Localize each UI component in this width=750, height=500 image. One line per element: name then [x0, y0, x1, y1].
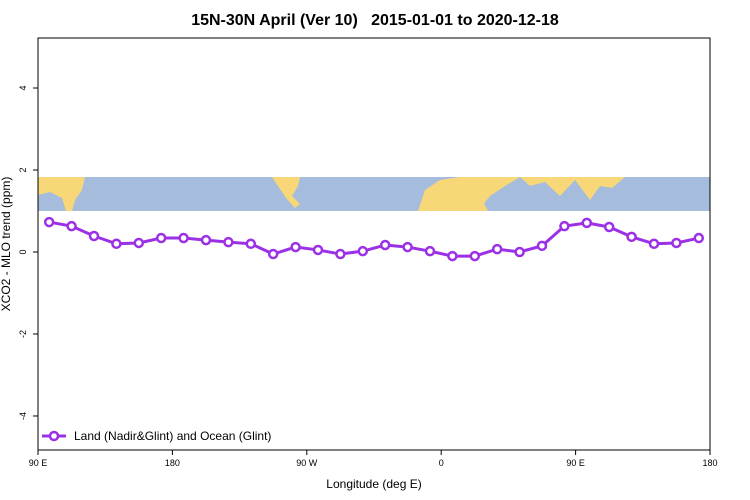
- data-point: [357, 245, 369, 257]
- map-band: [38, 177, 710, 211]
- chart-title: 15N-30N April (Ver 10) 2015-01-01 to 202…: [191, 12, 559, 29]
- data-point: [223, 236, 234, 248]
- data-point: [66, 220, 77, 232]
- data-point: [43, 216, 55, 228]
- data-point: [379, 239, 391, 251]
- series-line: [48, 220, 700, 258]
- data-point: [402, 241, 413, 253]
- data-point: [536, 240, 548, 252]
- data-point: [111, 238, 122, 250]
- data-point: [671, 237, 682, 249]
- data-point: [335, 248, 346, 260]
- x-axis-label: Longitude (deg E): [326, 477, 421, 491]
- data-point: [178, 232, 189, 244]
- y-tick-label: 4: [18, 86, 28, 91]
- data-point: [559, 220, 570, 232]
- data-point: [290, 241, 301, 253]
- data-point: [581, 217, 593, 229]
- x-tick-label: 90 E: [566, 458, 585, 468]
- data-point: [200, 234, 212, 246]
- data-point: [626, 231, 637, 243]
- data-point: [603, 221, 615, 233]
- data-point: [312, 244, 324, 256]
- data-point: [424, 245, 436, 257]
- data-point: [514, 246, 525, 258]
- x-tick-label: 90 W: [296, 458, 318, 468]
- data-point: [245, 238, 257, 250]
- x-tick-label: 180: [702, 458, 717, 468]
- legend-marker: [48, 430, 60, 442]
- data-point: [267, 248, 279, 260]
- y-tick-label: -2: [18, 330, 28, 338]
- data-point: [88, 230, 100, 242]
- x-tick-label: 0: [439, 458, 444, 468]
- data-point: [648, 238, 660, 250]
- data-point: [155, 232, 167, 244]
- x-tick-label: 90 E: [29, 458, 48, 468]
- plot-frame: [37, 37, 711, 451]
- y-tick-label: 2: [18, 167, 28, 172]
- y-axis-label: XCO2 - MLO trend (ppm): [0, 177, 13, 312]
- data-point: [469, 250, 481, 262]
- data-point: [693, 232, 705, 244]
- data-point: [491, 243, 503, 255]
- y-tick-label: -4: [18, 412, 28, 420]
- legend-label: Land (Nadir&Glint) and Ocean (Glint): [74, 429, 271, 443]
- y-tick-label: 0: [18, 249, 28, 254]
- x-tick-label: 180: [165, 458, 180, 468]
- data-point: [133, 237, 145, 249]
- data-point: [447, 250, 458, 262]
